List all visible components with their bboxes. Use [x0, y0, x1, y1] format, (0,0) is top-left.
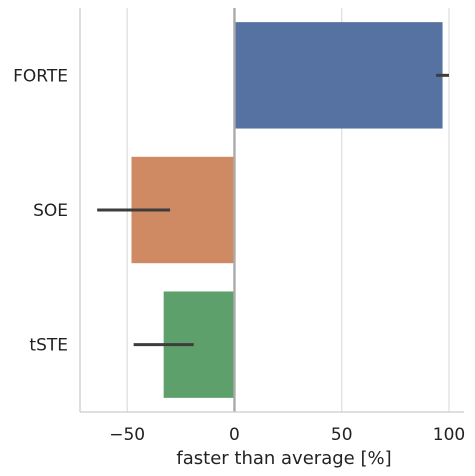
error-bars: [97, 73, 449, 347]
x-tick-label-1: 0: [229, 425, 240, 445]
y-tick-label-soe: SOE: [33, 201, 68, 221]
bar-forte: [234, 22, 443, 129]
y-tick-labels: FORTE SOE tSTE: [13, 66, 68, 355]
axes: [79, 8, 464, 413]
bars: [131, 22, 443, 398]
x-tick-label-2: 50: [331, 425, 353, 445]
y-tick-label-tste: tSTE: [29, 336, 68, 356]
x-axis-label: faster than average [%]: [176, 448, 391, 469]
x-tick-labels: −50 0 50 100: [109, 425, 465, 445]
y-tick-label-forte: FORTE: [13, 66, 68, 86]
x-tick-label-0: −50: [109, 425, 145, 445]
x-tick-label-3: 100: [433, 425, 465, 445]
